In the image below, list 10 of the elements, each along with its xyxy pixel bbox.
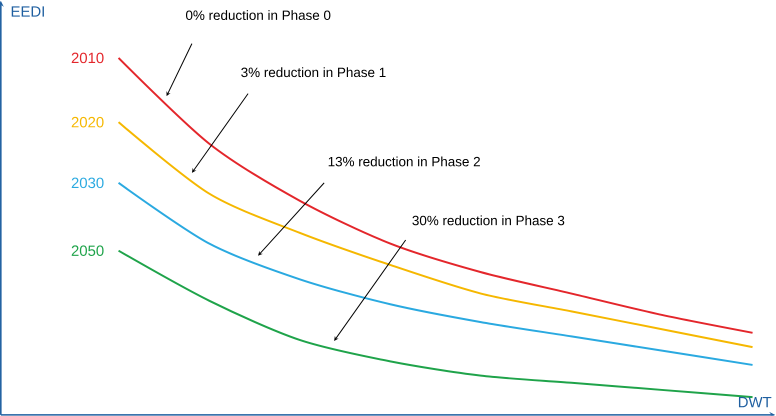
x-axis-title: DWT	[738, 397, 772, 408]
text: 0% reduction in Phase 0	[186, 10, 330, 20]
series-label: 2050	[72, 246, 104, 256]
annotation: 30% reduction in Phase 3	[412, 216, 564, 226]
series-label: 2020	[72, 117, 104, 128]
series-label: 2010	[72, 52, 104, 64]
annotation: 13% reduction in Phase 2	[328, 156, 480, 167]
series-label: 2030	[72, 178, 104, 188]
annotation: 3% reduction in Phase 1	[241, 67, 386, 78]
y-axis-title: EEDI	[12, 6, 44, 17]
